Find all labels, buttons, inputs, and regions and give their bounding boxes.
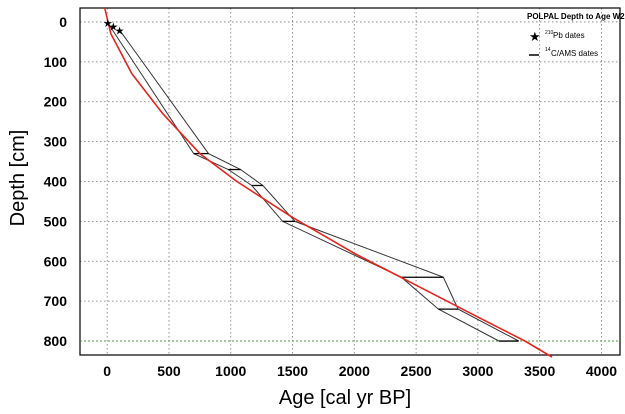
x-tick-label: 1000 — [215, 363, 246, 379]
legend-pb-label: Pb dates — [553, 31, 585, 40]
x-tick-label: 1500 — [277, 363, 308, 379]
x-tick-label: 4000 — [586, 363, 617, 379]
legend-pb-sup: 210 — [545, 30, 554, 36]
y-tick-label: 100 — [44, 54, 68, 70]
x-tick-label: 2500 — [401, 363, 432, 379]
x-tick-label: 2000 — [339, 363, 370, 379]
grid-lines — [80, 8, 620, 355]
pb210-star-marker: ★ — [108, 21, 118, 34]
y-tick-label: 400 — [44, 174, 68, 190]
legend: POLPAL Depth to Age W2 ★ 210 Pb dates 14… — [527, 12, 625, 58]
y-tick-labels: 0 100 200 300 400 500 600 700 800 — [44, 14, 68, 349]
y-tick-label: 800 — [44, 333, 68, 349]
x-tick-labels: 0 500 1000 1500 2000 2500 3000 3500 4000 — [103, 363, 617, 379]
x-tick-label: 500 — [157, 363, 181, 379]
legend-star-icon: ★ — [529, 30, 541, 45]
y-tick-label: 700 — [44, 293, 68, 309]
plot-frame — [79, 7, 621, 356]
legend-c-label: C/AMS dates — [551, 49, 598, 58]
y-tick-label: 300 — [44, 134, 68, 150]
age-depth-model-line — [103, 7, 553, 358]
y-tick-label: 500 — [44, 213, 68, 229]
chart-title: POLPAL Depth to Age W2 — [527, 12, 625, 21]
x-tick-label: 3000 — [462, 363, 493, 379]
pb210-star-marker: ★ — [115, 25, 125, 38]
y-tick-label: 600 — [44, 253, 68, 269]
x-axis-title: Age [cal yr BP] — [279, 387, 411, 409]
y-tick-label: 0 — [59, 14, 67, 30]
x-tick-label: 0 — [103, 363, 111, 379]
pb210-star-marker: ★ — [103, 17, 113, 30]
y-axis-title: Depth [cm] — [7, 130, 29, 227]
y-tick-label: 200 — [44, 94, 68, 110]
min-bound-line — [106, 21, 500, 342]
legend-c-sup: 14 — [545, 47, 551, 53]
series-layer: ★★★ — [103, 7, 553, 358]
max-bound-line — [119, 29, 519, 342]
x-tick-label: 3500 — [524, 363, 555, 379]
